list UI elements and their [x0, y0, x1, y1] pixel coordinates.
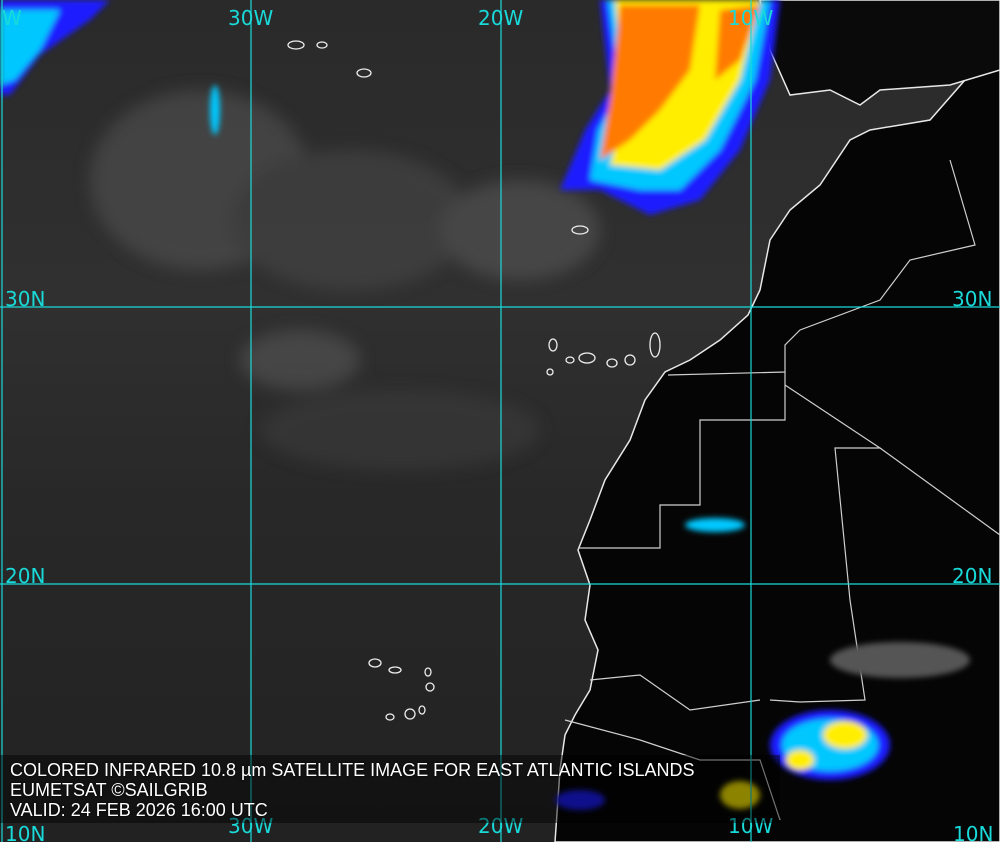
- caption-background: [0, 755, 780, 823]
- left-label-30n: 30N: [5, 287, 46, 311]
- cold-cloud-northwest: [0, 0, 220, 135]
- bottom-label-30w: 30W: [228, 814, 274, 838]
- top-label-10w: 10W: [728, 6, 774, 30]
- caption-credit: EUMETSAT ©SAILGRIB: [10, 780, 208, 800]
- top-label-40w: W: [2, 6, 22, 30]
- caption-title: COLORED INFRARED 10.8 µm SATELLITE IMAGE…: [10, 760, 695, 780]
- iberia-land: [759, 0, 1000, 106]
- ocean-clouds: [90, 90, 600, 470]
- bottom-label-20w: 20W: [478, 814, 524, 838]
- right-label-30n: 30N: [952, 287, 993, 311]
- africa-land: [554, 38, 1000, 842]
- right-label-20n: 20N: [952, 564, 993, 588]
- bottom-label-10w: 10W: [728, 814, 774, 838]
- bottom-label-10n-left: 10N: [5, 822, 46, 842]
- bottom-label-10n-right: 10N: [953, 822, 994, 842]
- top-label-30w: 30W: [228, 6, 274, 30]
- caption-valid-time: VALID: 24 FEB 2026 16:00 UTC: [10, 800, 268, 820]
- cold-cloud-north: [560, 0, 780, 215]
- convective-cloud-south: [555, 518, 970, 810]
- top-label-20w: 20W: [478, 6, 524, 30]
- borders: [564, 159, 1000, 821]
- islands: [287, 40, 661, 721]
- caption: COLORED INFRARED 10.8 µm SATELLITE IMAGE…: [10, 760, 695, 820]
- left-label-20n: 20N: [5, 564, 46, 588]
